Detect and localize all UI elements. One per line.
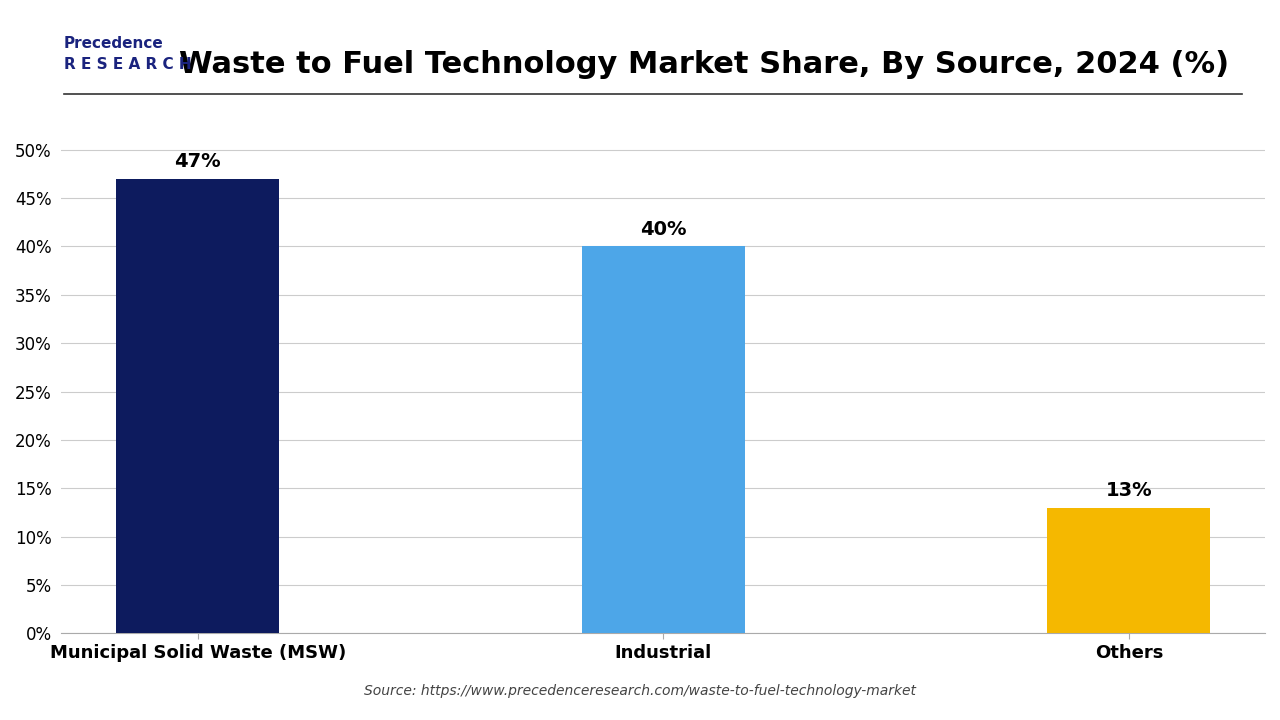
Text: Precedence
R E S E A R C H: Precedence R E S E A R C H <box>64 36 192 72</box>
Text: Waste to Fuel Technology Market Share, By Source, 2024 (%): Waste to Fuel Technology Market Share, B… <box>179 50 1229 79</box>
Bar <box>116 179 279 634</box>
Text: 47%: 47% <box>174 152 221 171</box>
Bar <box>1047 508 1211 634</box>
Bar <box>581 246 745 634</box>
Text: 40%: 40% <box>640 220 686 239</box>
Text: 13%: 13% <box>1106 481 1152 500</box>
Text: Source: https://www.precedenceresearch.com/waste-to-fuel-technology-market: Source: https://www.precedenceresearch.c… <box>364 685 916 698</box>
